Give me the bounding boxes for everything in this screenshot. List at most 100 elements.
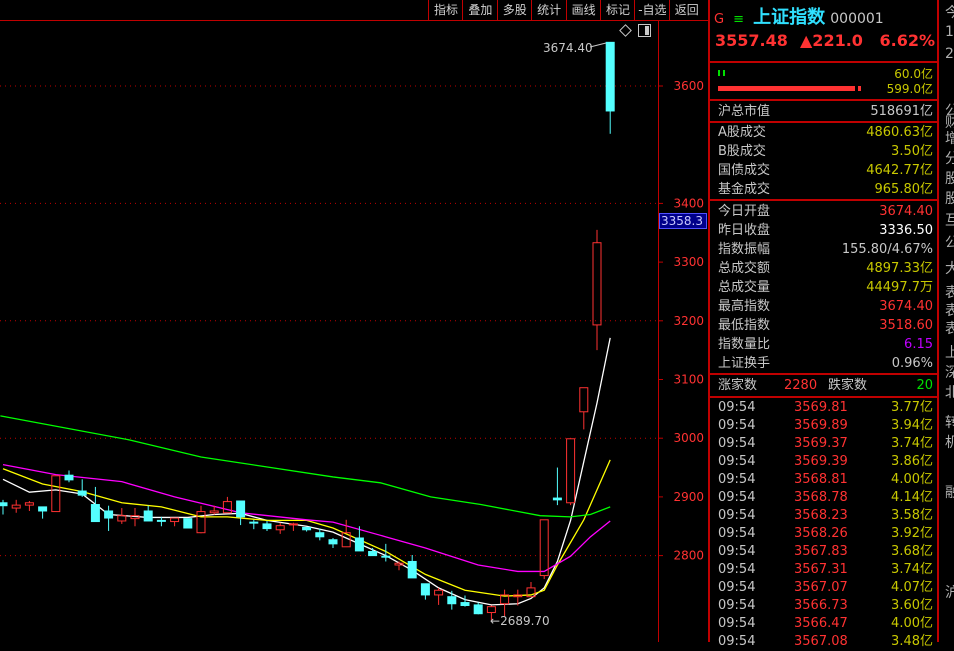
turnover-value: 3.50亿 [891, 144, 933, 159]
stat-row: 总成交额 4897.33亿 [710, 259, 937, 278]
toolbar-button[interactable]: 画线 [565, 0, 601, 20]
y-tick-label: 3400 [673, 196, 704, 210]
panel-toggle-icon[interactable] [638, 24, 651, 37]
tick-amount: 4.07亿 [891, 580, 933, 595]
toolbar-button[interactable]: 叠加 [462, 0, 497, 20]
candle-down [143, 510, 153, 522]
clipped-label: 表 [945, 321, 954, 337]
candle-down [262, 523, 272, 530]
g-label[interactable]: G [714, 12, 725, 27]
tick-amount: 3.68亿 [891, 544, 933, 559]
candle-up [500, 594, 510, 605]
divider [710, 99, 937, 101]
high-annotation: 3674.40 [543, 41, 593, 55]
clipped-label: 财 [945, 115, 954, 131]
tick-time: 09:54 [718, 508, 756, 523]
market-cap-row: 沪总市值 518691亿 [710, 102, 937, 121]
toolbar-button[interactable]: 多股 [496, 0, 532, 20]
candle-down [90, 504, 100, 523]
tick-row: 09:54 3567.08 3.48亿 [710, 633, 937, 651]
stat-label: 指数量比 [718, 337, 771, 352]
tick-time: 09:54 [718, 436, 756, 451]
volume-bars: 60.0亿 599.0亿 [710, 64, 937, 98]
y-tick-label: 3300 [673, 255, 704, 269]
price-change: ▲221.0 [800, 31, 863, 50]
clipped-label: 大 [945, 261, 954, 277]
candle-down [328, 539, 338, 545]
clipped-label: 公 [945, 103, 954, 119]
turnover-row: B股成交 3.50亿 [710, 142, 937, 161]
candle-down [156, 519, 166, 522]
tick-price: 3569.81 [794, 400, 848, 415]
tick-amount: 3.94亿 [891, 418, 933, 433]
toolbar-button[interactable]: 标记 [600, 0, 635, 20]
tick-price: 3569.39 [794, 454, 848, 469]
tick-row: 09:54 3568.81 4.00亿 [710, 471, 937, 489]
change-percent: 6.62% [879, 31, 935, 50]
stat-row: 最高指数 3674.40 [710, 297, 937, 316]
candle-down [605, 41, 615, 112]
tick-time: 09:54 [718, 526, 756, 541]
toolbar-button[interactable]: 返回 [668, 0, 704, 20]
tick-row: 09:54 3567.83 3.68亿 [710, 543, 937, 561]
candle-up [209, 510, 219, 514]
candle-up [539, 519, 549, 577]
tick-time: 09:54 [718, 418, 756, 433]
candle-down [368, 550, 378, 557]
tick-amount: 3.92亿 [891, 526, 933, 541]
toolbar-button[interactable]: 指标 [428, 0, 463, 20]
clipped-label: 股 [945, 191, 954, 207]
candle-down [460, 602, 470, 606]
turnover-row: A股成交 4860.63亿 [710, 123, 937, 142]
kline-chart[interactable]: 3600 3400 3300 3200 3100 3000 2900 2800 3358.3 … [0, 0, 708, 642]
menu-icon[interactable]: ≡ [733, 12, 745, 27]
y-tick-label: 2800 [673, 549, 704, 563]
divider [710, 61, 937, 63]
bottom-volume-value: 599.0亿 [886, 82, 933, 96]
candle-down [381, 555, 391, 558]
stat-value: 3674.40 [879, 299, 933, 314]
turnover-value: 4860.63亿 [866, 125, 933, 140]
candle-down [447, 596, 457, 605]
red-volume-bar [718, 86, 855, 91]
stat-value: 44497.7万 [866, 280, 933, 295]
candle-down [420, 583, 430, 596]
tick-amount: 4.00亿 [891, 616, 933, 631]
candlestick-plot[interactable]: 3600 3400 3300 3200 3100 3000 2900 2800 [0, 0, 708, 642]
index-name: 上证指数 [753, 7, 826, 28]
tick-row: 09:54 3566.73 3.60亿 [710, 597, 937, 615]
tick-time: 09:54 [718, 544, 756, 559]
down-count-label: 跌家数 [828, 378, 868, 393]
clipped-label: 1 [945, 24, 954, 40]
stat-label: 总成交额 [718, 261, 771, 276]
toolbar-button[interactable]: 统计 [531, 0, 566, 20]
candle-down [38, 506, 48, 512]
candle-up [130, 515, 140, 520]
candle-up [170, 517, 180, 523]
tick-time: 09:54 [718, 490, 756, 505]
tick-price: 3568.23 [794, 508, 848, 523]
low-value: 2689.70 [500, 614, 550, 628]
tick-amount: 3.77亿 [891, 400, 933, 415]
clipped-label: 上 [945, 345, 954, 361]
stat-row: 指数振幅 155.80/4.67% [710, 240, 937, 259]
divider [710, 121, 937, 123]
divider [710, 373, 937, 375]
tick-amount: 3.60亿 [891, 598, 933, 613]
tick-row: 09:54 3569.81 3.77亿 [710, 399, 937, 417]
tick-time: 09:54 [718, 616, 756, 631]
tick-time: 09:54 [718, 472, 756, 487]
stat-label: 今日开盘 [718, 204, 771, 219]
y-tick-label: 2900 [673, 490, 704, 504]
chart-toolbar: 指标 叠加 多股 统计 画线 标记 -自选 返回 [0, 0, 708, 21]
candle-up [222, 501, 232, 514]
ma60-line [0, 415, 611, 518]
candle-up [566, 438, 576, 504]
candle-up [434, 589, 444, 596]
tick-row: 09:54 3569.89 3.94亿 [710, 417, 937, 435]
up-count-label: 涨家数 [718, 378, 758, 393]
stat-label: 最低指数 [718, 318, 771, 333]
candle-up [526, 587, 536, 598]
toolbar-button[interactable]: -自选 [634, 0, 669, 20]
